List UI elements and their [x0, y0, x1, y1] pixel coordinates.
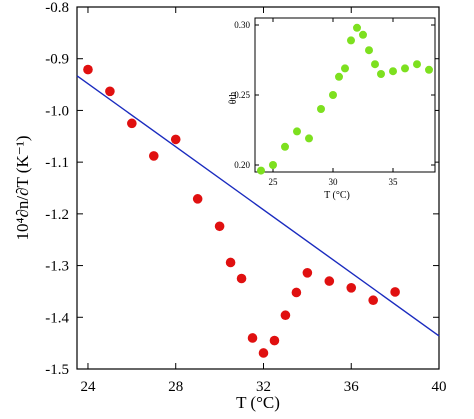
fit-line	[76, 75, 440, 337]
data-point	[225, 257, 236, 268]
data-point	[269, 161, 277, 169]
inset-y-axis-title: θth	[228, 92, 239, 105]
main-x-axis-title: T (°C)	[236, 393, 280, 412]
data-point	[413, 60, 421, 69]
data-point	[236, 273, 247, 284]
data-point	[390, 287, 400, 297]
data-point	[324, 276, 335, 286]
data-point	[247, 333, 258, 343]
y-tick-label: 0.30	[234, 20, 250, 30]
main-ticks	[77, 6, 440, 370]
data-point	[214, 221, 225, 232]
x-tick-label: 36	[344, 379, 360, 395]
main-points	[83, 64, 400, 358]
y-tick-label: -0.8	[45, 0, 69, 16]
inset-points	[257, 23, 433, 175]
main-tick-labels: 24 28 32 36 40 -0.8 -0.9 -1.0 -1.1 -1.2 -1.3 -1.4 -1…	[45, 0, 446, 395]
x-tick-label: 32	[256, 379, 271, 395]
y-tick-label: -1.2	[45, 207, 69, 223]
inset-x-axis-title: T (°C)	[324, 190, 350, 201]
x-tick-label: 25	[269, 177, 279, 187]
x-tick-label: 30	[329, 177, 339, 187]
x-tick-label: 24	[80, 379, 96, 395]
data-point	[257, 166, 265, 175]
data-point	[258, 348, 269, 358]
data-point	[291, 287, 302, 298]
y-tick-label: -1.4	[45, 310, 69, 326]
main-y-axis-title: 10⁴∂n/∂T (K⁻¹)	[13, 136, 32, 241]
data-point	[170, 134, 181, 145]
data-point	[329, 91, 337, 99]
x-tick-label: 35	[389, 177, 399, 187]
y-tick-label: -1.5	[45, 362, 69, 378]
main-plot-frame	[76, 6, 440, 370]
data-point	[293, 127, 301, 136]
x-tick-label: 40	[432, 379, 447, 395]
y-tick-label: -1.3	[45, 259, 69, 275]
data-point	[368, 295, 378, 306]
data-point	[302, 268, 313, 278]
data-point	[83, 64, 93, 75]
data-point	[425, 65, 433, 74]
y-tick-label: 0.25	[234, 90, 250, 100]
data-point	[341, 64, 349, 73]
y-tick-label: -1.1	[45, 155, 69, 171]
data-point	[353, 23, 361, 32]
data-point	[335, 72, 343, 81]
data-point	[280, 310, 291, 321]
y-tick-label: 0.20	[234, 160, 250, 170]
data-point	[317, 105, 325, 113]
y-tick-label: -0.9	[45, 52, 69, 68]
x-tick-label: 28	[168, 379, 183, 395]
data-point	[127, 118, 137, 129]
data-point	[281, 142, 289, 151]
inset-ticks	[255, 18, 435, 172]
data-point	[389, 67, 397, 76]
data-point	[148, 151, 159, 161]
data-point	[365, 46, 373, 55]
data-point	[346, 283, 357, 293]
data-point	[105, 86, 115, 97]
data-point	[377, 70, 385, 78]
y-tick-label: -1.0	[45, 103, 69, 119]
inset-tick-labels: 25 30 35 0.20 0.25 0.30	[234, 20, 398, 187]
data-point	[305, 134, 313, 143]
data-point	[371, 60, 379, 69]
data-point	[401, 64, 409, 73]
data-point	[347, 36, 355, 45]
data-point	[269, 335, 280, 346]
data-point	[359, 30, 367, 39]
data-point	[192, 194, 203, 204]
